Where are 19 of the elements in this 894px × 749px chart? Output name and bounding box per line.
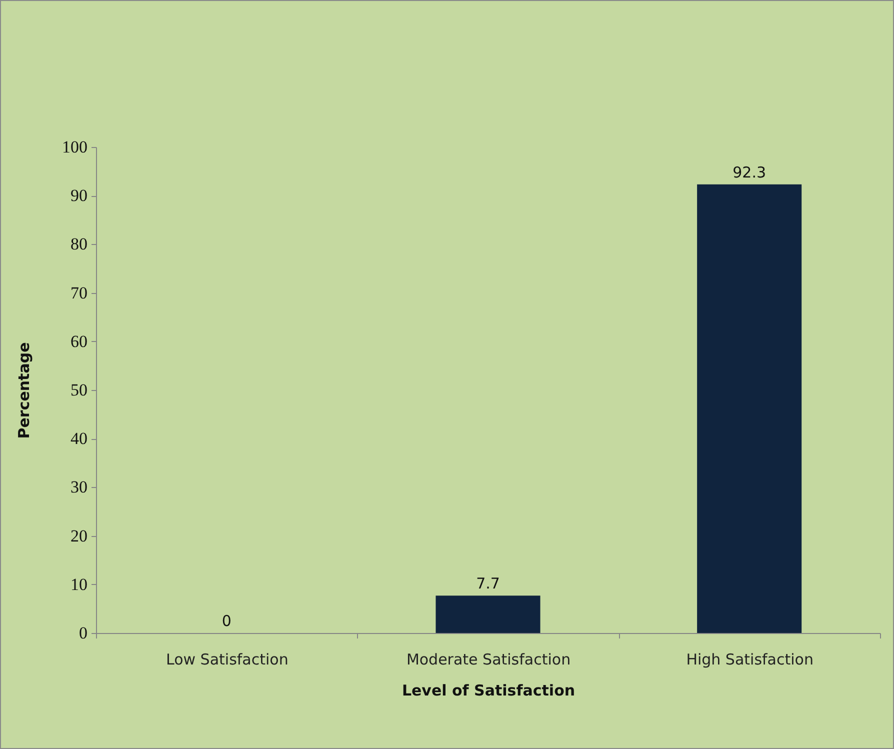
y-tick-label: 50 [70,380,88,400]
x-tick-label: High Satisfaction [686,650,814,668]
y-tick-label: 100 [62,138,88,156]
y-tick-label: 90 [70,186,88,206]
y-tick-label: 30 [70,478,88,497]
x-tick-label: Low Satisfaction [166,650,288,668]
data-label: 92.3 [732,163,766,182]
y-tick-label: 40 [70,429,88,448]
y-tick-label: 60 [70,332,88,351]
y-axis-title: Percentage [15,342,33,439]
y-tick-label: 20 [70,526,88,546]
y-tick-label: 80 [70,234,88,254]
data-label: 0 [222,612,232,630]
y-tick-label: 0 [79,624,88,642]
x-tick-label: Moderate Satisfaction [406,650,571,668]
y-tick-label: 10 [70,574,88,594]
y-tick-label: 70 [70,283,88,302]
data-label: 7.7 [476,574,500,593]
x-axis-title: Level of Satisfaction [402,682,576,700]
